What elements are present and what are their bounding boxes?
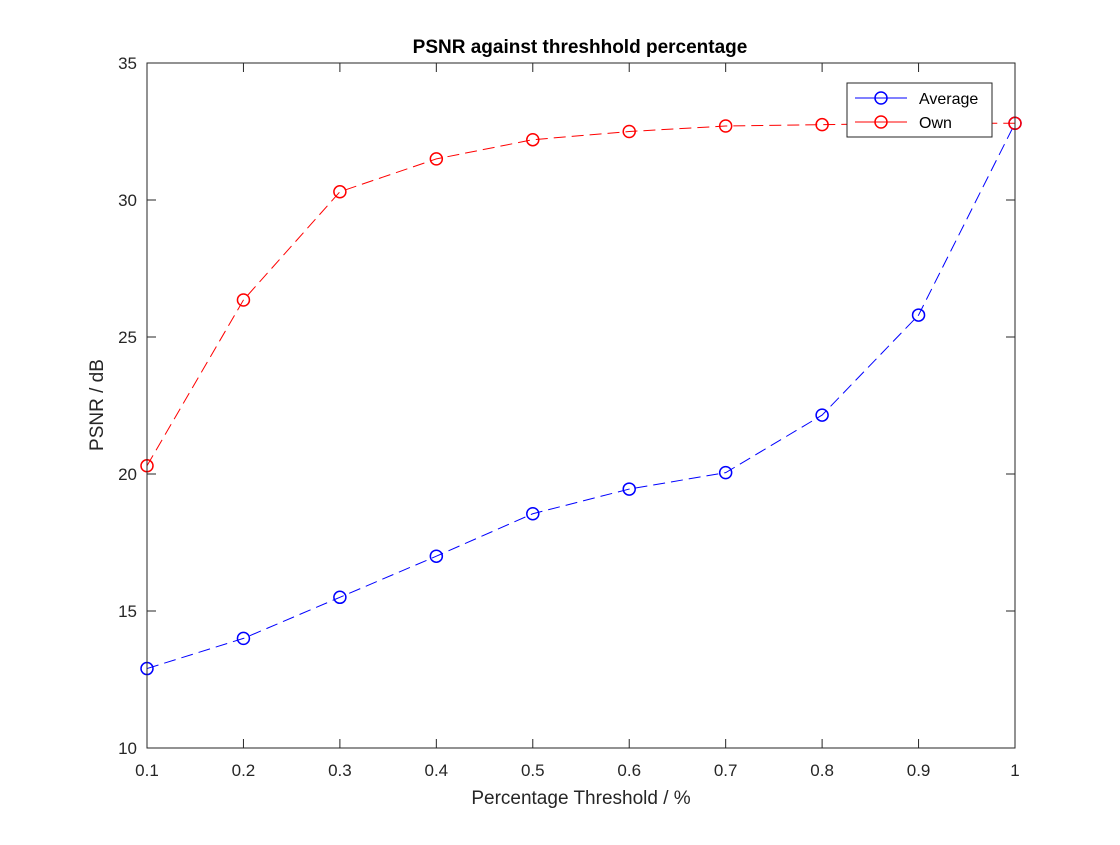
data-point-average — [911, 308, 926, 322]
data-point-average — [815, 408, 829, 422]
data-point-average — [718, 465, 733, 480]
data-point-average — [622, 482, 636, 496]
y-tick-label: 35 — [118, 54, 137, 73]
data-point-own — [333, 185, 347, 199]
data-point-average — [526, 506, 540, 521]
y-tick-label: 20 — [118, 465, 137, 484]
plot-area — [147, 63, 1015, 748]
y-tick-label: 10 — [118, 739, 137, 758]
x-tick-label: 1 — [1010, 761, 1019, 780]
legend: Average Own — [846, 82, 993, 138]
x-tick-label: 0.1 — [135, 761, 159, 780]
legend-box — [846, 82, 993, 138]
data-point-average — [429, 549, 444, 563]
tick-layer: 0.1 0.2 0.3 0.4 0.5 0.6 0.7 0.8 0.9 1 10 15 20 25 30 35 — [118, 54, 1020, 780]
data-point-own — [236, 293, 251, 307]
x-tick-label: 0.3 — [328, 761, 352, 780]
data-point-own — [622, 124, 636, 139]
legend-label-average: Average — [919, 91, 978, 108]
data-point-own — [526, 132, 540, 147]
y-axis-label: PSNR / dB — [87, 359, 108, 451]
y-tick-label: 15 — [118, 602, 137, 621]
x-tick-label: 0.8 — [810, 761, 834, 780]
legend-label-own: Own — [919, 115, 952, 132]
legend-marker-own — [874, 115, 888, 129]
x-tick-label: 0.7 — [714, 761, 738, 780]
data-point-own — [815, 117, 829, 132]
x-tick-label: 0.9 — [907, 761, 931, 780]
data-point-average — [333, 590, 347, 605]
legend-marker-average — [874, 91, 888, 105]
x-tick-label: 0.2 — [232, 761, 256, 780]
data-point-average — [236, 631, 251, 646]
x-axis-label: Percentage Threshold / % — [471, 788, 690, 809]
data-point-own — [718, 119, 733, 133]
series-line-average — [146, 123, 1016, 670]
chart-title: PSNR against threshhold percentage — [413, 37, 748, 58]
data-point-own — [429, 152, 444, 166]
y-tick-label: 30 — [118, 191, 137, 210]
x-tick-label: 0.6 — [617, 761, 641, 780]
plot-frame — [146, 62, 1016, 749]
x-tick-label: 0.4 — [425, 761, 449, 780]
x-tick-label: 0.5 — [521, 761, 545, 780]
y-tick-label: 25 — [118, 328, 137, 347]
